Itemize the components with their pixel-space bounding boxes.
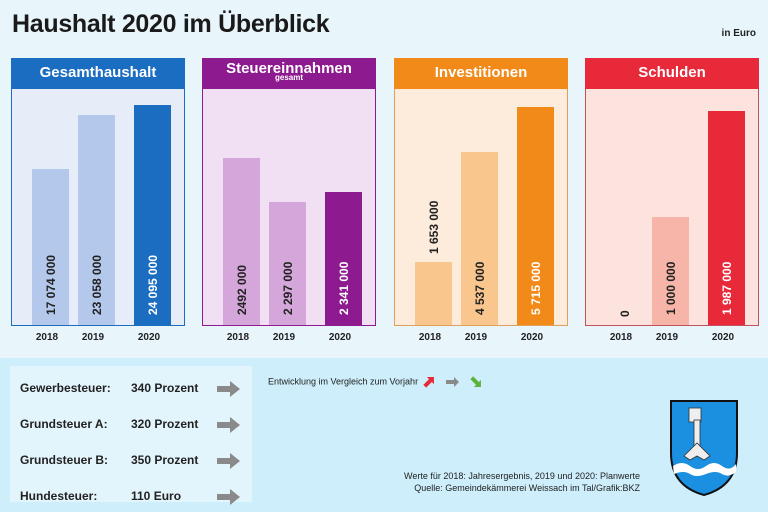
bar-2019: 2 297 000 <box>269 201 306 325</box>
trend-arrows <box>422 376 481 388</box>
plot-area: 2492 000 2 297 000 2 341 000 <box>202 89 376 326</box>
tax-value: 320 Prozent <box>131 417 199 431</box>
bar-value-label: 23 058 000 <box>89 254 104 315</box>
tax-label: Grundsteuer A: <box>20 417 108 431</box>
bar-value-label: 1 987 000 <box>719 261 734 315</box>
bar-2020: 2 341 000 <box>325 191 362 325</box>
legend-text: Entwicklung im Vergleich zum Vorjahr <box>268 376 419 387</box>
arrow-right-icon <box>217 453 240 469</box>
arrow-up-icon <box>422 377 434 388</box>
tax-label: Hundesteuer: <box>20 489 98 503</box>
bar-value-label: 4 537 000 <box>472 261 487 315</box>
bar-value-label: 24 095 000 <box>145 254 160 315</box>
bar-2018: 1 653 000 <box>415 200 452 325</box>
chart-panel-steuereinnahmen: Steuereinnahmen gesamt 2492 000 2 297 000 2 … <box>202 58 376 326</box>
bar-value-label: 0 <box>617 310 632 317</box>
bar-2019: 23 058 000 <box>78 114 115 325</box>
year-label: 2019 <box>464 332 488 343</box>
arrow-right-icon <box>445 377 459 387</box>
bar-value-label: 5 715 000 <box>528 261 543 315</box>
bar-2020: 24 095 000 <box>134 105 171 325</box>
year-label: 2020 <box>711 332 735 343</box>
page-title: Haushalt 2020 im Überblick <box>12 10 330 38</box>
bar-value-label: 1 653 000 <box>426 200 441 254</box>
arrow-right-icon <box>217 417 240 433</box>
panel-title: Steuereinnahmen gesamt <box>202 58 376 89</box>
year-label: 2018 <box>418 332 442 343</box>
arrow-down-icon <box>469 376 481 387</box>
year-label: 2018 <box>609 332 633 343</box>
tax-label: Gewerbesteuer: <box>20 381 111 395</box>
tax-value: 340 Prozent <box>131 381 199 395</box>
year-label: 2019 <box>81 332 105 343</box>
info-section: Gewerbesteuer: 340 Prozent Grundsteuer A: 3… <box>0 358 768 512</box>
year-label: 2018 <box>35 332 59 343</box>
bar-value-label: 2 297 000 <box>280 261 295 315</box>
bar-value-label: 1 000 000 <box>663 261 678 315</box>
year-label: 2020 <box>520 332 544 343</box>
bar-value-label: 17 074 000 <box>43 254 58 315</box>
panel-title-text: Investitionen <box>434 64 528 81</box>
year-label: 2020 <box>328 332 352 343</box>
chart-panel-gesamthaushalt: Gesamthaushalt 17 074 000 23 058 000 24 095… <box>11 58 185 326</box>
plot-area: 0 1 000 000 1 987 000 <box>585 89 759 326</box>
panel-title: Schulden <box>585 58 759 89</box>
tax-value: 110 Euro <box>131 489 182 503</box>
arrow-right-icon <box>217 381 240 397</box>
footnote-line-1: Werte für 2018: Jahresergebnis, 2019 und… <box>404 471 640 481</box>
plot-area: 1 653 000 4 537 000 5 715 000 <box>394 89 568 326</box>
plot-area: 17 074 000 23 058 000 24 095 000 <box>11 89 185 326</box>
bar-2018: 17 074 000 <box>32 169 69 325</box>
panel-title: Gesamthaushalt <box>11 58 185 89</box>
bar-value-label: 2492 000 <box>234 264 249 315</box>
panel-subtitle: gesamt <box>274 73 303 82</box>
unit-label: in Euro <box>721 28 756 39</box>
bar-2018: 2492 000 <box>223 157 260 325</box>
panel-title-text: Gesamthaushalt <box>39 64 157 81</box>
year-label: 2019 <box>655 332 679 343</box>
bar-2019: 4 537 000 <box>461 151 498 325</box>
trend-legend: Entwicklung im Vergleich zum Vorjahr <box>268 375 491 389</box>
panel-title-text: Steuereinnahmen <box>226 60 352 77</box>
bar-value-label: 2 341 000 <box>336 261 351 315</box>
coat-of-arms-icon <box>670 400 738 497</box>
bar-2019: 1 000 000 <box>652 217 689 325</box>
chart-panel-investitionen: Investitionen 1 653 000 4 537 000 5 715 000 <box>394 58 568 326</box>
panel-title-text: Schulden <box>638 64 706 81</box>
year-label: 2018 <box>226 332 250 343</box>
tax-value: 350 Prozent <box>131 453 199 467</box>
tax-label: Grundsteuer B: <box>20 453 109 467</box>
bar-2020: 1 987 000 <box>708 110 745 325</box>
arrow-right-icon <box>217 489 240 505</box>
chart-panel-schulden: Schulden 0 1 000 000 1 987 000 <box>585 58 759 326</box>
year-label: 2020 <box>137 332 161 343</box>
footnote: Werte für 2018: Jahresergebnis, 2019 und… <box>404 470 640 494</box>
year-label: 2019 <box>272 332 296 343</box>
panel-title: Investitionen <box>394 58 568 89</box>
footnote-line-2: Quelle: Gemeindekämmerei Weissach im Tal… <box>414 483 640 493</box>
tax-rates-box: Gewerbesteuer: 340 Prozent Grundsteuer A: 3… <box>10 366 252 505</box>
bar-2020: 5 715 000 <box>517 106 554 325</box>
